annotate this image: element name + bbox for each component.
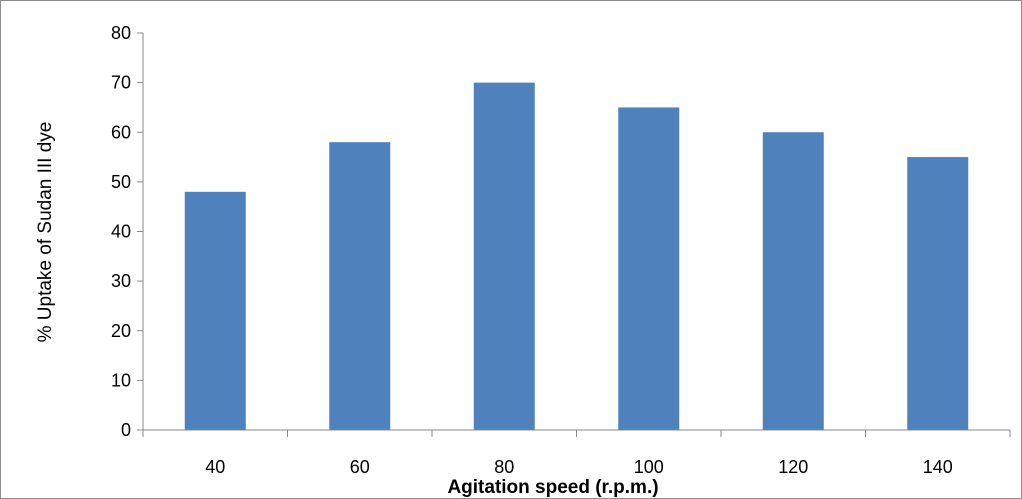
- y-axis-title: % Uptake of Sudan III dye: [35, 122, 56, 343]
- x-tick-label: 80: [494, 457, 514, 477]
- bar-60: [329, 142, 391, 431]
- y-tick-label: 20: [111, 321, 131, 341]
- y-tick-label: 70: [111, 73, 131, 93]
- x-tick-label: 60: [350, 457, 370, 477]
- bar-100: [618, 107, 680, 430]
- x-tick-label: 120: [778, 457, 808, 477]
- x-tick-label: 40: [205, 457, 225, 477]
- bar-80: [473, 82, 535, 430]
- y-tick-label: 30: [111, 271, 131, 291]
- y-tick-label: 80: [111, 23, 131, 43]
- x-axis-ticks: 40 60 80 100 120 140: [142, 430, 1011, 477]
- y-tick-label: 40: [111, 222, 131, 242]
- bar-140: [907, 157, 969, 430]
- x-axis-title: Agitation speed (r.p.m.): [447, 477, 658, 498]
- bar-120: [762, 132, 824, 430]
- y-axis-ticks: 0 10 20 30 40 50 60 70 80: [111, 23, 143, 440]
- y-tick-label: 0: [121, 420, 131, 440]
- y-tick-label: 60: [111, 122, 131, 142]
- y-tick-label: 10: [111, 370, 131, 390]
- bars-group: [184, 82, 969, 431]
- x-tick-label: 100: [634, 457, 664, 477]
- y-tick-label: 50: [111, 172, 131, 192]
- x-tick-label: 140: [923, 457, 953, 477]
- bar-40: [184, 191, 246, 430]
